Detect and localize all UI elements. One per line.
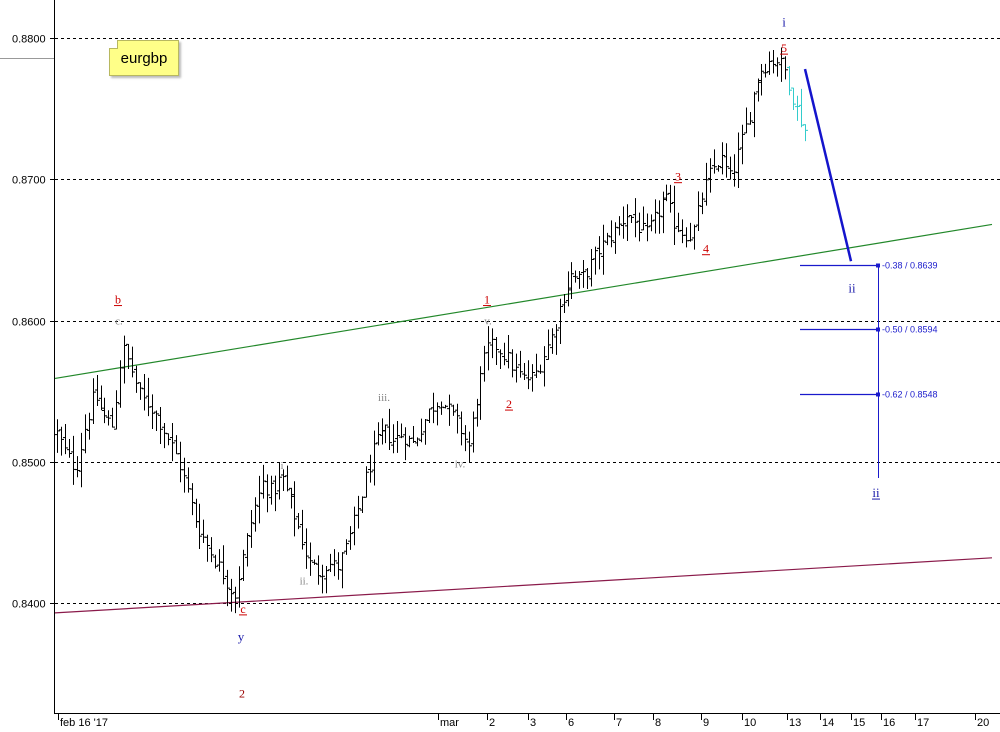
symbol-label: eurgbp — [120, 49, 168, 67]
wave-label: v. — [484, 316, 492, 328]
x-tick-label: 2 — [489, 717, 495, 729]
ohlc-bars — [55, 47, 808, 614]
wave-label: 1 — [484, 293, 490, 307]
x-tick-label: 9 — [703, 717, 709, 729]
x-tick-label: 13 — [789, 717, 801, 729]
y-tick-label: 0.8500 — [12, 458, 46, 470]
wave-label: 2 — [506, 397, 512, 411]
wave-label: 4 — [703, 242, 709, 256]
wave-label: ii — [848, 280, 856, 295]
x-tick-label: 14 — [822, 717, 834, 729]
wave-label: b — [115, 293, 121, 307]
wave-label: c. — [115, 316, 123, 328]
x-tick-label: mar — [440, 717, 459, 729]
projection-line — [803, 68, 853, 262]
fib-level-label: -0.50 / 0.8594 — [882, 325, 938, 335]
x-tick-label: 3 — [530, 717, 536, 729]
fib-marker — [876, 392, 880, 397]
lower-trendline — [54, 557, 993, 614]
y-tick-label: 0.8800 — [12, 34, 46, 46]
wave-label: y — [238, 629, 245, 644]
x-tick-label: 8 — [655, 717, 661, 729]
wave-label: i — [782, 15, 786, 30]
wave-label: iii. — [378, 392, 390, 404]
wave-label: i — [280, 460, 283, 472]
symbol-note[interactable]: eurgbp — [109, 40, 179, 76]
fib-level-label: -0.38 / 0.8639 — [882, 261, 938, 271]
fib-level-label: -0.62 / 0.8548 — [882, 390, 938, 400]
x-tick-label: 15 — [853, 717, 865, 729]
x-tick-label: 7 — [616, 717, 622, 729]
y-tick-label: 0.8600 — [12, 317, 46, 329]
wave-label: 3 — [675, 170, 681, 184]
wave-label: ii — [872, 485, 880, 500]
fib-marker — [876, 263, 880, 268]
y-tick-label: 0.8700 — [12, 175, 46, 187]
x-tick-label: 6 — [568, 717, 574, 729]
wave-label: 2 — [239, 687, 245, 701]
wave-label: c — [240, 602, 245, 616]
x-tick-label: feb 16 '17 — [60, 717, 108, 729]
wave-label: 5 — [781, 41, 787, 55]
wave-label: ii. — [300, 576, 309, 588]
fib-marker — [876, 327, 880, 332]
x-tick-label: 17 — [917, 717, 929, 729]
y-tick-label: 0.8400 — [12, 599, 46, 611]
x-tick-label: 10 — [744, 717, 756, 729]
upper-trendline — [54, 223, 993, 380]
wave-label: iv. — [455, 458, 466, 470]
x-tick-label: 16 — [883, 717, 895, 729]
x-tick-label: 20 — [977, 717, 989, 729]
